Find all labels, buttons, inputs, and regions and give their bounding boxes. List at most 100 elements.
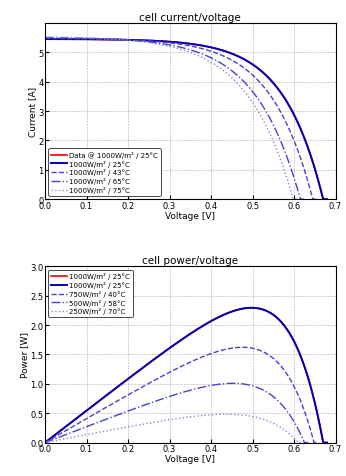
1000W/m² / 43°C bbox=[315, 197, 319, 203]
1000W/m² / 25°C bbox=[201, 323, 205, 329]
1000W/m² / 25°C bbox=[264, 308, 268, 314]
1000W/m² / 65°C bbox=[246, 84, 250, 89]
250W/m² / 70°C bbox=[165, 417, 169, 423]
1000W/m² / 25°C bbox=[82, 409, 86, 415]
750W/m² / 40°C bbox=[83, 416, 88, 422]
750W/m² / 40°C bbox=[43, 440, 47, 446]
1000W/m² / 25°C bbox=[292, 339, 296, 345]
750W/m² / 40°C bbox=[61, 429, 65, 435]
1000W/m² / 25°C bbox=[246, 306, 250, 311]
750W/m² / 40°C bbox=[316, 440, 320, 446]
1000W/m² / 25°C bbox=[325, 197, 329, 203]
X-axis label: Voltage [V]: Voltage [V] bbox=[165, 211, 215, 220]
250W/m² / 70°C bbox=[130, 423, 134, 429]
1000W/m² / 25°C bbox=[325, 440, 329, 446]
250W/m² / 70°C bbox=[225, 411, 229, 417]
Line: 750W/m² / 40°C: 750W/m² / 40°C bbox=[45, 347, 318, 443]
Line: Data @ 1000W/m² / 25°C: Data @ 1000W/m² / 25°C bbox=[45, 40, 327, 200]
250W/m² / 70°C bbox=[184, 415, 188, 420]
500W/m² / 58°C bbox=[307, 440, 311, 446]
1000W/m² / 75°C bbox=[295, 197, 299, 203]
250W/m² / 70°C bbox=[52, 438, 56, 444]
Data @ 1000W/m² / 25°C bbox=[43, 37, 47, 43]
1000W/m² / 25°C bbox=[264, 308, 268, 314]
1000W/m² / 75°C bbox=[141, 40, 145, 46]
250W/m² / 70°C bbox=[227, 412, 231, 417]
1000W/m² / 25°C bbox=[246, 306, 250, 311]
1000W/m² / 25°C bbox=[201, 44, 205, 50]
1000W/m² / 65°C bbox=[299, 197, 303, 203]
Line: 1000W/m² / 25°C: 1000W/m² / 25°C bbox=[45, 308, 327, 443]
750W/m² / 40°C bbox=[302, 407, 306, 413]
1000W/m² / 25°C bbox=[43, 440, 47, 446]
1000W/m² / 25°C bbox=[108, 38, 112, 43]
1000W/m² / 65°C bbox=[249, 88, 253, 93]
Y-axis label: Current [A]: Current [A] bbox=[28, 87, 37, 137]
1000W/m² / 75°C bbox=[169, 45, 173, 50]
Line: 1000W/m² / 25°C: 1000W/m² / 25°C bbox=[45, 40, 327, 200]
Data @ 1000W/m² / 25°C bbox=[246, 60, 250, 65]
500W/m² / 58°C bbox=[43, 440, 47, 446]
1000W/m² / 25°C bbox=[201, 323, 205, 329]
1000W/m² / 65°C bbox=[43, 36, 47, 41]
750W/m² / 40°C bbox=[245, 345, 249, 350]
1000W/m² / 75°C bbox=[112, 37, 116, 43]
1000W/m² / 25°C bbox=[249, 305, 254, 311]
1000W/m² / 25°C bbox=[325, 440, 329, 446]
X-axis label: Voltage [V]: Voltage [V] bbox=[165, 455, 215, 464]
1000W/m² / 25°C bbox=[108, 390, 112, 396]
1000W/m² / 25°C bbox=[291, 112, 295, 118]
Data @ 1000W/m² / 25°C bbox=[321, 197, 326, 203]
Line: 1000W/m² / 25°C: 1000W/m² / 25°C bbox=[45, 308, 327, 443]
1000W/m² / 43°C bbox=[153, 40, 157, 45]
Line: 1000W/m² / 43°C: 1000W/m² / 43°C bbox=[45, 40, 317, 200]
Line: 250W/m² / 70°C: 250W/m² / 70°C bbox=[45, 414, 302, 443]
1000W/m² / 25°C bbox=[321, 197, 326, 203]
1000W/m² / 43°C bbox=[239, 64, 243, 69]
1000W/m² / 75°C bbox=[190, 51, 194, 57]
1000W/m² / 25°C bbox=[246, 60, 250, 65]
Data @ 1000W/m² / 25°C bbox=[108, 38, 112, 43]
250W/m² / 70°C bbox=[43, 440, 47, 446]
1000W/m² / 75°C bbox=[244, 91, 248, 97]
1000W/m² / 65°C bbox=[74, 36, 78, 42]
500W/m² / 58°C bbox=[279, 401, 283, 407]
Line: 1000W/m² / 75°C: 1000W/m² / 75°C bbox=[45, 38, 297, 200]
Data @ 1000W/m² / 25°C bbox=[325, 197, 329, 203]
1000W/m² / 43°C bbox=[311, 197, 315, 203]
1000W/m² / 65°C bbox=[113, 38, 117, 43]
Line: 1000W/m² / 65°C: 1000W/m² / 65°C bbox=[45, 39, 304, 200]
1000W/m² / 25°C bbox=[82, 409, 86, 415]
Title: cell current/voltage: cell current/voltage bbox=[139, 13, 241, 23]
1000W/m² / 65°C bbox=[302, 197, 306, 203]
750W/m² / 40°C bbox=[119, 397, 123, 402]
1000W/m² / 43°C bbox=[83, 37, 87, 42]
Y-axis label: Power [W]: Power [W] bbox=[20, 332, 29, 377]
500W/m² / 58°C bbox=[164, 395, 169, 400]
1000W/m² / 43°C bbox=[71, 37, 75, 42]
Title: cell power/voltage: cell power/voltage bbox=[142, 256, 238, 266]
Legend: Data @ 1000W/m² / 25°C, 1000W/m² / 25°C, 1000W/m² / 43°C, 1000W/m² / 65°C, 1000W: Data @ 1000W/m² / 25°C, 1000W/m² / 25°C,… bbox=[48, 149, 161, 196]
1000W/m² / 75°C bbox=[43, 35, 47, 41]
500W/m² / 58°C bbox=[147, 401, 151, 407]
250W/m² / 70°C bbox=[73, 434, 77, 440]
Data @ 1000W/m² / 25°C bbox=[82, 37, 86, 43]
Legend: 1000W/m² / 25°C, 1000W/m² / 25°C, 750W/m² / 40°C, 500W/m² / 58°C, 250W/m² / 70°C: 1000W/m² / 25°C, 1000W/m² / 25°C, 750W/m… bbox=[48, 270, 133, 317]
750W/m² / 40°C bbox=[60, 430, 64, 436]
1000W/m² / 75°C bbox=[291, 197, 295, 203]
1000W/m² / 25°C bbox=[43, 440, 47, 446]
500W/m² / 58°C bbox=[230, 381, 235, 387]
750W/m² / 40°C bbox=[240, 345, 245, 350]
1000W/m² / 43°C bbox=[162, 40, 166, 46]
500W/m² / 58°C bbox=[262, 387, 266, 393]
1000W/m² / 25°C bbox=[108, 390, 112, 396]
1000W/m² / 43°C bbox=[43, 37, 47, 42]
1000W/m² / 43°C bbox=[299, 156, 303, 161]
1000W/m² / 25°C bbox=[264, 73, 268, 79]
250W/m² / 70°C bbox=[300, 440, 304, 446]
1000W/m² / 25°C bbox=[249, 305, 254, 311]
Data @ 1000W/m² / 25°C bbox=[201, 44, 205, 50]
1000W/m² / 25°C bbox=[43, 37, 47, 43]
1000W/m² / 75°C bbox=[237, 83, 241, 89]
Line: 500W/m² / 58°C: 500W/m² / 58°C bbox=[45, 384, 309, 443]
